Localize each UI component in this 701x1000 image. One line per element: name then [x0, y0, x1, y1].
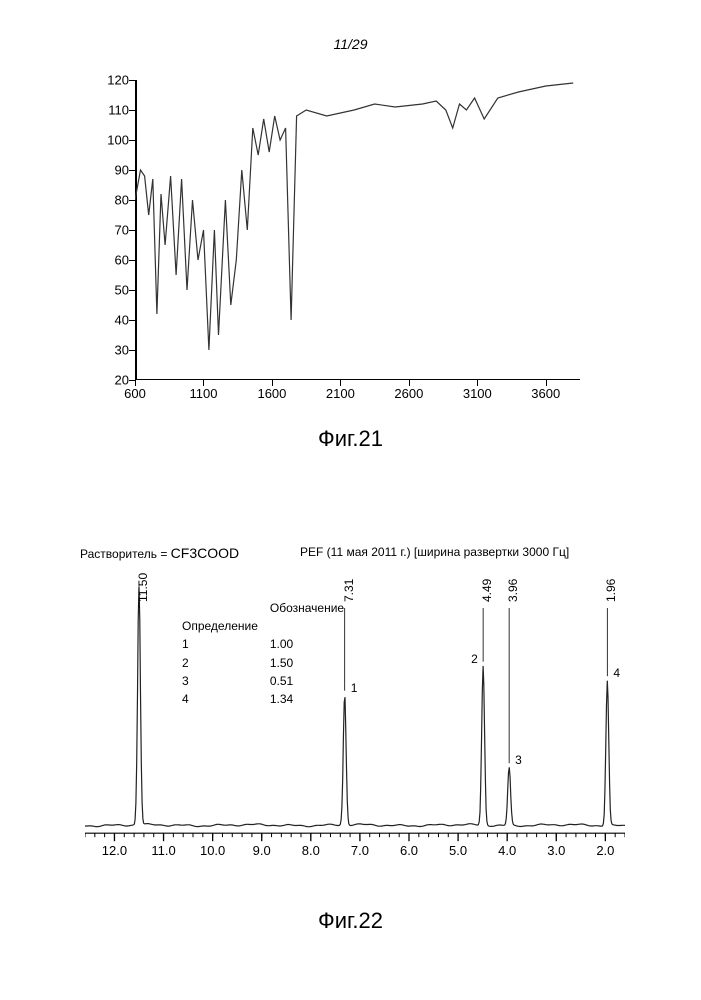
y-tick-label: 110	[108, 103, 135, 118]
y-tick-label: 30	[115, 343, 135, 358]
y-tick-label: 20	[115, 373, 135, 388]
x-tick-label: 9.0	[253, 843, 271, 858]
peak-number: 2	[471, 652, 478, 666]
fig22-legend: Обозначение Определение 1 1.00 2 1.50 3 …	[180, 598, 356, 709]
x-tick-label: 3.0	[547, 843, 565, 858]
x-tick-label: 2600	[394, 386, 423, 401]
peak-label: 4.49	[480, 579, 494, 602]
x-tick-label: 6.0	[400, 843, 418, 858]
x-tick-label: 5.0	[449, 843, 467, 858]
y-tick-label: 50	[115, 283, 135, 298]
fig21-caption: Фиг.21	[0, 426, 701, 452]
x-tick-label: 8.0	[302, 843, 320, 858]
y-tick-label: 100	[107, 133, 135, 148]
peak-label: 1.96	[604, 579, 618, 602]
legend-header-left2: Определение	[182, 618, 268, 634]
y-tick-label: 80	[115, 193, 135, 208]
legend-idx: 1	[182, 636, 268, 652]
legend-val: 1.34	[270, 691, 354, 707]
page-number: 11/29	[0, 36, 701, 52]
legend-idx: 2	[182, 655, 268, 671]
y-tick-label: 40	[115, 313, 135, 328]
peak-label: 3.96	[506, 579, 520, 602]
x-tick-label: 1600	[257, 386, 286, 401]
x-tick-label: 3600	[531, 386, 560, 401]
fig21-chart: 6001100160021002600310036002030405060708…	[135, 80, 580, 380]
x-tick-label: 3100	[463, 386, 492, 401]
x-tick-label: 600	[124, 386, 146, 401]
x-tick-label: 2.0	[596, 843, 614, 858]
x-tick-label: 1100	[189, 386, 217, 401]
x-tick-label: 4.0	[498, 843, 516, 858]
y-tick-label: 90	[115, 163, 135, 178]
x-tick-label: 2100	[326, 386, 355, 401]
y-tick-label: 70	[115, 223, 135, 238]
y-tick-label: 120	[107, 73, 135, 88]
equals: =	[160, 547, 170, 561]
x-tick-label: 11.0	[151, 843, 175, 858]
solvent-value: CF3COOD	[171, 545, 239, 561]
peak-label: 11.50	[136, 573, 150, 602]
x-tick-label: 12.0	[102, 843, 127, 858]
y-tick-label: 60	[115, 253, 135, 268]
legend-val: 1.00	[270, 636, 354, 652]
x-tick-label: 10.0	[200, 843, 225, 858]
solvent-label: Растворитель	[80, 547, 157, 561]
legend-idx: 4	[182, 691, 268, 707]
legend-val: 0.51	[270, 673, 354, 689]
x-tick-label: 7.0	[351, 843, 369, 858]
legend-header-left: Обозначение	[270, 600, 354, 616]
fig22-solvent-line: Растворитель = CF3COOD	[80, 545, 239, 561]
peak-number: 3	[515, 753, 522, 767]
legend-idx: 3	[182, 673, 268, 689]
fig21-trace	[135, 80, 580, 380]
legend-val: 1.50	[270, 655, 354, 671]
fig22-caption: Фиг.22	[0, 908, 701, 934]
fig22-title: PEF (11 мая 2011 г.) [ширина развертки 3…	[300, 545, 569, 559]
peak-number: 4	[613, 666, 620, 680]
